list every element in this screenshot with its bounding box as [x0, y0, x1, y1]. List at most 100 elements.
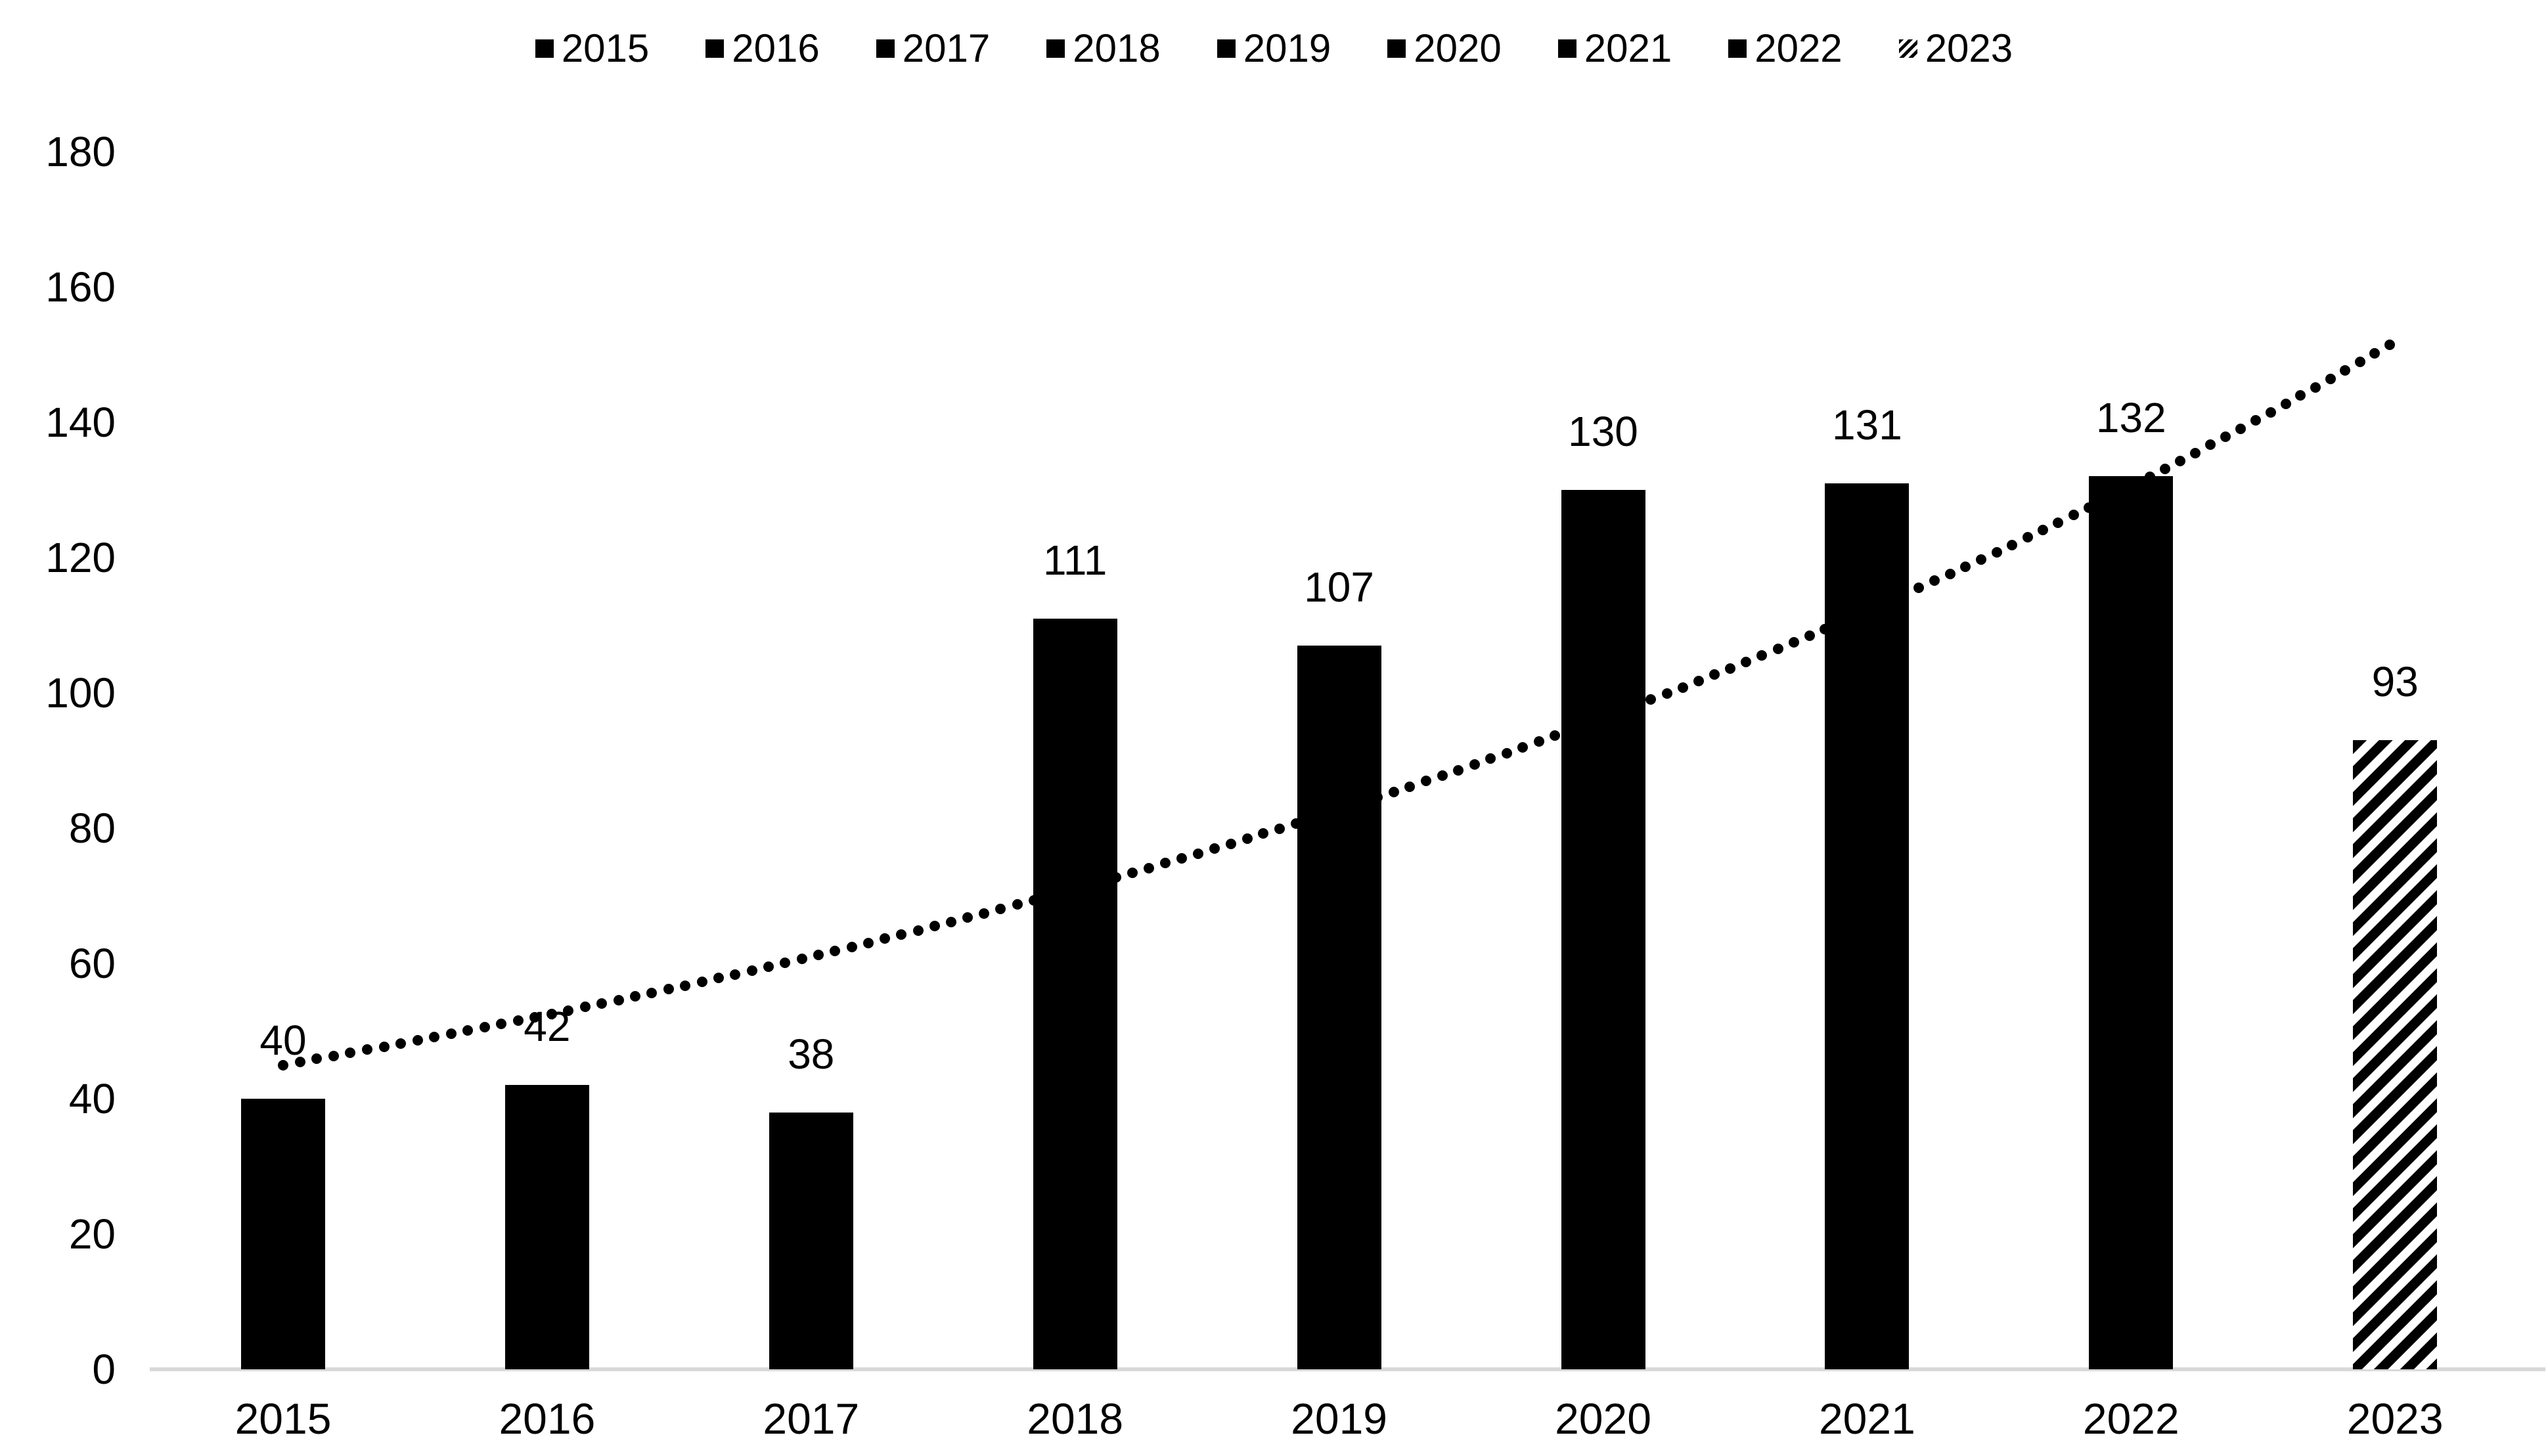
trendline-dot — [1517, 742, 1529, 753]
y-axis-tick-label: 160 — [45, 263, 116, 311]
trendline-dot — [546, 1008, 557, 1019]
bar-2021 — [1825, 483, 1910, 1369]
trendline-dot — [529, 1012, 541, 1023]
x-axis-label: 2020 — [1555, 1394, 1651, 1443]
trendline-dot — [1307, 813, 1318, 824]
trendline-dot — [1339, 803, 1351, 814]
trendline-dot — [1613, 707, 1624, 718]
bar-2016 — [504, 1085, 589, 1369]
x-axis-label: 2023 — [2346, 1394, 2444, 1443]
trendline-dot — [613, 994, 624, 1005]
x-axis-label: 2015 — [235, 1394, 332, 1443]
legend-item-2017: 2017 — [876, 29, 990, 68]
trendline-dot — [1550, 730, 1561, 741]
y-axis-tick-label: 80 — [68, 805, 116, 852]
trendline-dot — [1756, 650, 1768, 661]
x-axis-label: 2018 — [1027, 1394, 1124, 1443]
trendline-dot — [1323, 808, 1334, 819]
trendline-dot — [780, 957, 791, 968]
trendline-dot — [1944, 568, 1956, 579]
trendline-dot — [730, 969, 741, 980]
trendline-dot — [1867, 603, 1878, 614]
trendline-dot — [2220, 431, 2231, 443]
trendline-dot — [579, 1002, 591, 1013]
trendline-dot — [1469, 759, 1480, 770]
trendline-dot — [1110, 871, 1121, 883]
trendline-dot — [1882, 596, 1893, 607]
x-axis-label: 2021 — [1818, 1394, 1915, 1443]
trendline-dot — [1485, 753, 1496, 764]
trendline-dot — [1582, 718, 1592, 730]
x-axis-line — [150, 1367, 2545, 1371]
data-label: 131 — [1832, 401, 1902, 449]
trendline-dot — [1898, 589, 1909, 600]
trendline-dot — [846, 941, 857, 952]
legend-label: 2017 — [902, 26, 991, 70]
trendline-dot — [462, 1025, 474, 1036]
x-axis-label: 2019 — [1291, 1394, 1387, 1443]
legend-item-2019: 2019 — [1217, 29, 1331, 68]
trendline-dot — [1420, 776, 1431, 787]
trendline-dot — [278, 1059, 288, 1070]
trendline-dot — [378, 1041, 390, 1052]
trendline-dot — [1960, 561, 1971, 572]
trendline-dot — [680, 980, 691, 991]
trendline-dot — [862, 937, 874, 948]
legend: 2015 2016 2017 2018 2019 2020 2021 2022 2023 — [0, 29, 2548, 68]
legend-item-2020: 2020 — [1387, 26, 1502, 70]
legend-label: 2015 — [561, 26, 650, 70]
data-label: 130 — [1568, 408, 1638, 455]
trendline-dot — [512, 1015, 524, 1026]
trendline-dot — [2235, 423, 2246, 434]
trendline-dot — [1372, 792, 1383, 803]
trendline-dot — [1028, 894, 1039, 906]
solid-square-marker-icon — [705, 39, 725, 58]
bar-2017 — [769, 1112, 853, 1369]
x-axis-label: 2022 — [2082, 1394, 2179, 1443]
trendline-dot — [1991, 546, 2002, 558]
trendline-dot — [2205, 439, 2216, 451]
trendline-dot — [2325, 373, 2336, 384]
y-axis-tick-label: 0 — [92, 1346, 116, 1393]
trendline-dot — [1209, 843, 1220, 854]
trendline-dot — [1820, 623, 1831, 634]
trendline-dot — [361, 1044, 372, 1055]
trendline-dot — [1094, 876, 1105, 887]
trendline-dot — [1661, 688, 1672, 699]
y-axis-tick-label: 20 — [68, 1210, 116, 1258]
trendline-dot — [2145, 471, 2156, 482]
y-axis-tick-label: 120 — [45, 534, 116, 581]
trendline-dot — [1012, 899, 1023, 910]
trendline-dot — [1061, 885, 1072, 896]
trendline-dot — [1388, 786, 1399, 797]
trendline-dot — [1630, 700, 1641, 711]
trendline-dot — [1804, 630, 1815, 641]
bar-2023 — [2353, 740, 2438, 1369]
trendline-dot — [2384, 339, 2395, 350]
y-axis-tick-label: 180 — [45, 128, 116, 175]
trendline-dot — [763, 961, 774, 972]
trendline-dot — [1159, 858, 1171, 869]
trendline-dot — [1533, 736, 1544, 747]
data-label: 40 — [259, 1017, 307, 1064]
data-label: 107 — [1304, 563, 1374, 611]
bar-2019 — [1297, 645, 1381, 1369]
trendline-dot — [2114, 487, 2125, 498]
trendline-dot — [1976, 554, 1987, 565]
trendline-dot — [2053, 517, 2064, 528]
trendline-dot — [2190, 447, 2201, 458]
trendline-dot — [995, 904, 1006, 915]
legend-item-2022: 2022 — [1728, 29, 1843, 68]
trendline-dot — [2250, 415, 2261, 426]
legend-label: 2020 — [1414, 26, 1502, 70]
trendline-dot — [2354, 356, 2365, 367]
hatched-square-marker-icon — [1898, 39, 1917, 58]
solid-square-marker-icon — [535, 39, 554, 58]
data-label: 132 — [2095, 394, 2166, 442]
trendline-dot — [713, 973, 724, 984]
solid-square-marker-icon — [1728, 39, 1747, 58]
legend-item-2018: 2018 — [1046, 29, 1161, 68]
trendline-dot — [1274, 823, 1285, 834]
trendline-dot — [1709, 669, 1720, 680]
